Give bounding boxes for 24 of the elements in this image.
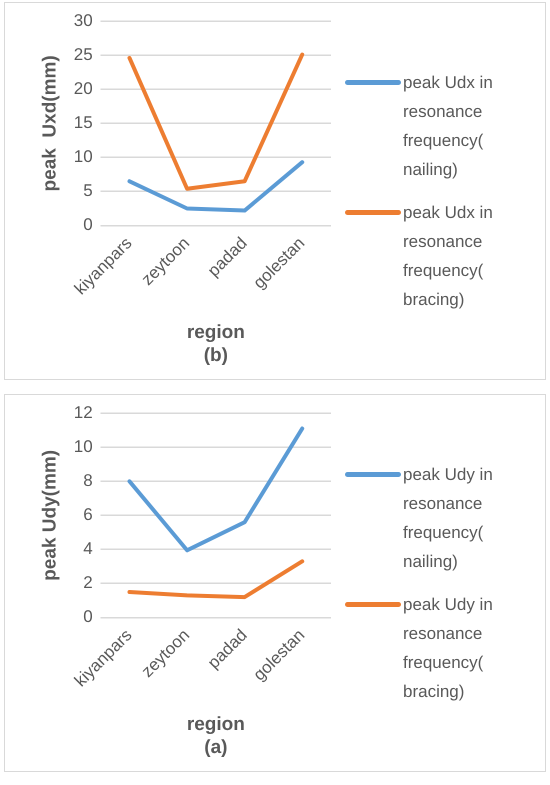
y-tick-label: 30 [74, 10, 93, 30]
x-axis-title: region [186, 322, 245, 344]
text: (b) [204, 344, 228, 366]
y-tick-label: 0 [83, 607, 93, 626]
y-tick-label: 10 [74, 147, 93, 166]
legend-label: peak Udy in resonance frequency( nailing) [403, 464, 494, 573]
y-tick-label: 2 [83, 573, 93, 592]
y-tick-label: 15 [74, 113, 93, 132]
y-axis-title: peak Uxd(mm) [40, 55, 61, 192]
y-tick-label: 4 [83, 539, 93, 558]
x-axis-title: region [186, 714, 245, 736]
y-axis-title: peak Udy(mm) [40, 450, 61, 581]
legend-label: peak Udy in resonance frequency( bracing) [403, 594, 494, 703]
y-tick-label: 6 [83, 505, 93, 524]
y-tick-label: 25 [74, 44, 93, 64]
y-tick-label: 20 [74, 78, 93, 98]
y-tick-label: 12 [74, 402, 93, 422]
legend-label: peak Udx in resonance frequency( bracing) [403, 202, 494, 311]
y-tick-label: 5 [83, 181, 93, 200]
y-tick-label: 10 [74, 436, 93, 456]
legend-label: peak Udx in resonance frequency( nailing) [403, 72, 494, 181]
text: (a) [204, 736, 228, 758]
y-tick-label: 0 [83, 215, 93, 234]
y-tick-label: 8 [83, 470, 93, 490]
